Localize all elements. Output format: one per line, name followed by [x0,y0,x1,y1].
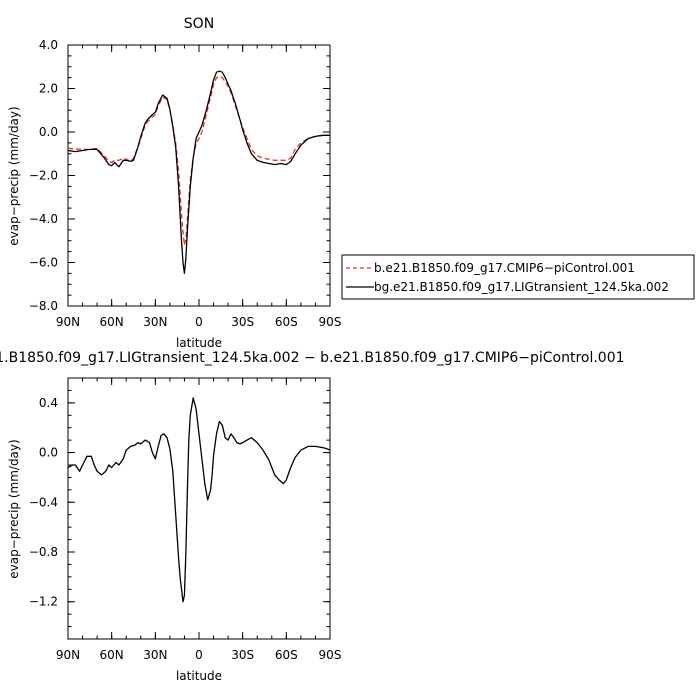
bottom-x-tick-label: 90N [56,648,80,662]
top-x-tick-label: 0 [195,315,203,329]
bottom-series-group [67,397,331,603]
top-x-tick-label: 60S [275,315,298,329]
bottom-y-tick-label: 0.0 [39,446,58,460]
top-y-tick-label: 2.0 [39,82,58,96]
top-x-axis-title: latitude [176,336,222,350]
bottom-y-tick-label: −0.8 [29,545,58,559]
top-axis-ticks: 90N 60N 30N 0 30S 60S 90S 4.0 2.0 0.0 −2.0 −4.0 −6.0… [29,38,342,329]
legend-label-ligtransient: bg.e21.B1850.f09_g17.LIGtransient_124.5k… [374,280,669,294]
legend-label-picontrol: b.e21.B1850.f09_g17.CMIP6−piControl.001 [374,261,635,275]
bottom-series-line-0 [67,397,331,603]
bottom-x-tick-label: 60S [275,648,298,662]
bottom-x-axis-title: latitude [176,669,222,683]
bottom-y-tick-label: 0.4 [39,396,58,410]
top-series-line-1 [67,70,330,275]
bottom-axis-ticks: 90N 60N 30N 0 30S 60S 90S 0.4 0.0 −0.4 −0.8 −1.2 [29,377,342,662]
top-y-tick-label: 0.0 [39,125,58,139]
bottom-plot-frame [67,377,331,640]
top-y-tick-label: −6.0 [29,256,58,270]
bottom-y-axis-title: evap−precip (mm/day) [7,439,21,578]
top-x-tick-label: 90N [56,315,80,329]
bottom-panel: bg.e21.B1850.f09_g17.LIGtransient_124.5k… [0,350,625,683]
legend: b.e21.B1850.f09_g17.CMIP6−piControl.001 … [341,254,695,300]
bottom-plot-title: bg.e21.B1850.f09_g17.LIGtransient_124.5k… [0,350,625,366]
top-series-line-0 [67,75,330,246]
top-x-tick-label: 60N [100,315,124,329]
top-series-group [67,70,330,275]
bottom-x-tick-label: 30N [143,648,167,662]
legend-box [341,254,695,300]
top-y-tick-label: −4.0 [29,212,58,226]
top-y-axis-title: evap−precip (mm/day) [7,106,21,245]
top-x-tick-label: 30N [143,315,167,329]
top-plot-title: SON [184,16,214,32]
top-y-tick-label: −8.0 [29,299,58,313]
bottom-x-tick-label: 90S [319,648,342,662]
bottom-x-tick-label: 60N [100,648,124,662]
bottom-x-tick-label: 30S [231,648,254,662]
top-panel: SON 90N 60N 30N 0 30S 60S 90S 4.0 2.0 0.0 −2.0 −4.0… [7,16,695,350]
top-y-tick-label: 4.0 [39,38,58,52]
top-x-tick-label: 90S [319,315,342,329]
bottom-x-tick-label: 0 [195,648,203,662]
bottom-y-tick-label: −0.4 [29,495,58,509]
bottom-y-tick-label: −1.2 [29,595,58,609]
top-x-tick-label: 30S [231,315,254,329]
top-plot-frame [67,44,331,307]
top-y-tick-label: −2.0 [29,169,58,183]
